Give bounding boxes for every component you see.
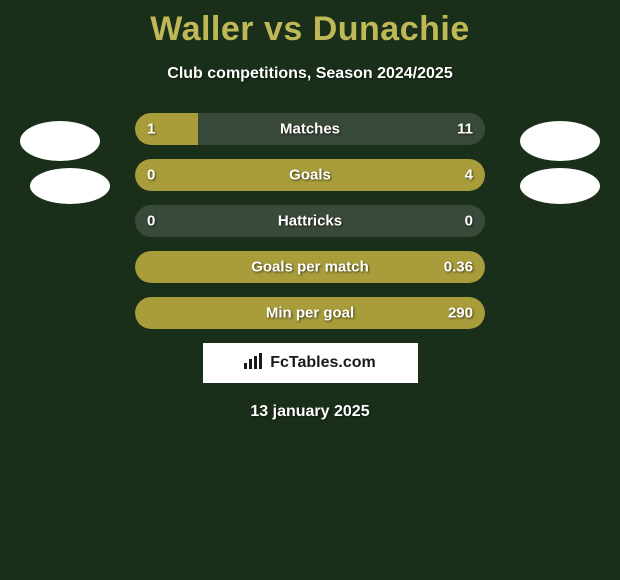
stat-right-value: 290 <box>448 305 473 322</box>
stat-label: Goals per match <box>251 259 369 276</box>
stat-label: Hattricks <box>278 213 342 230</box>
stat-left-value: 0 <box>147 167 155 184</box>
stat-right-value: 0 <box>465 213 473 230</box>
player-right-jersey-2 <box>520 168 600 204</box>
player-left-jersey-2 <box>30 168 110 204</box>
chart-icon <box>244 353 264 374</box>
stat-left-value: 1 <box>147 121 155 138</box>
attribution-badge: FcTables.com <box>203 343 418 383</box>
stat-left-value: 0 <box>147 213 155 230</box>
stat-bar-min-per-goal: Min per goal 290 <box>135 297 485 329</box>
stat-label: Matches <box>280 121 340 138</box>
stat-right-value: 0.36 <box>444 259 473 276</box>
bars-container: 1 Matches 11 0 Goals 4 0 Hattricks 0 Goa… <box>135 113 485 329</box>
bar-fill-left <box>135 113 198 145</box>
stat-label: Goals <box>289 167 331 184</box>
player-right-jersey-1 <box>520 121 600 161</box>
stat-bar-goals: 0 Goals 4 <box>135 159 485 191</box>
attribution-text: FcTables.com <box>270 354 376 372</box>
stat-bar-matches: 1 Matches 11 <box>135 113 485 145</box>
player-left-jersey-1 <box>20 121 100 161</box>
stat-bar-goals-per-match: Goals per match 0.36 <box>135 251 485 283</box>
stat-label: Min per goal <box>266 305 354 322</box>
stat-right-value: 11 <box>457 121 473 138</box>
comparison-subtitle: Club competitions, Season 2024/2025 <box>0 65 620 83</box>
comparison-title: Waller vs Dunachie <box>0 0 620 49</box>
stat-bar-hattricks: 0 Hattricks 0 <box>135 205 485 237</box>
stat-right-value: 4 <box>465 167 473 184</box>
date-text: 13 january 2025 <box>0 403 620 421</box>
chart-area: 1 Matches 11 0 Goals 4 0 Hattricks 0 Goa… <box>0 113 620 421</box>
